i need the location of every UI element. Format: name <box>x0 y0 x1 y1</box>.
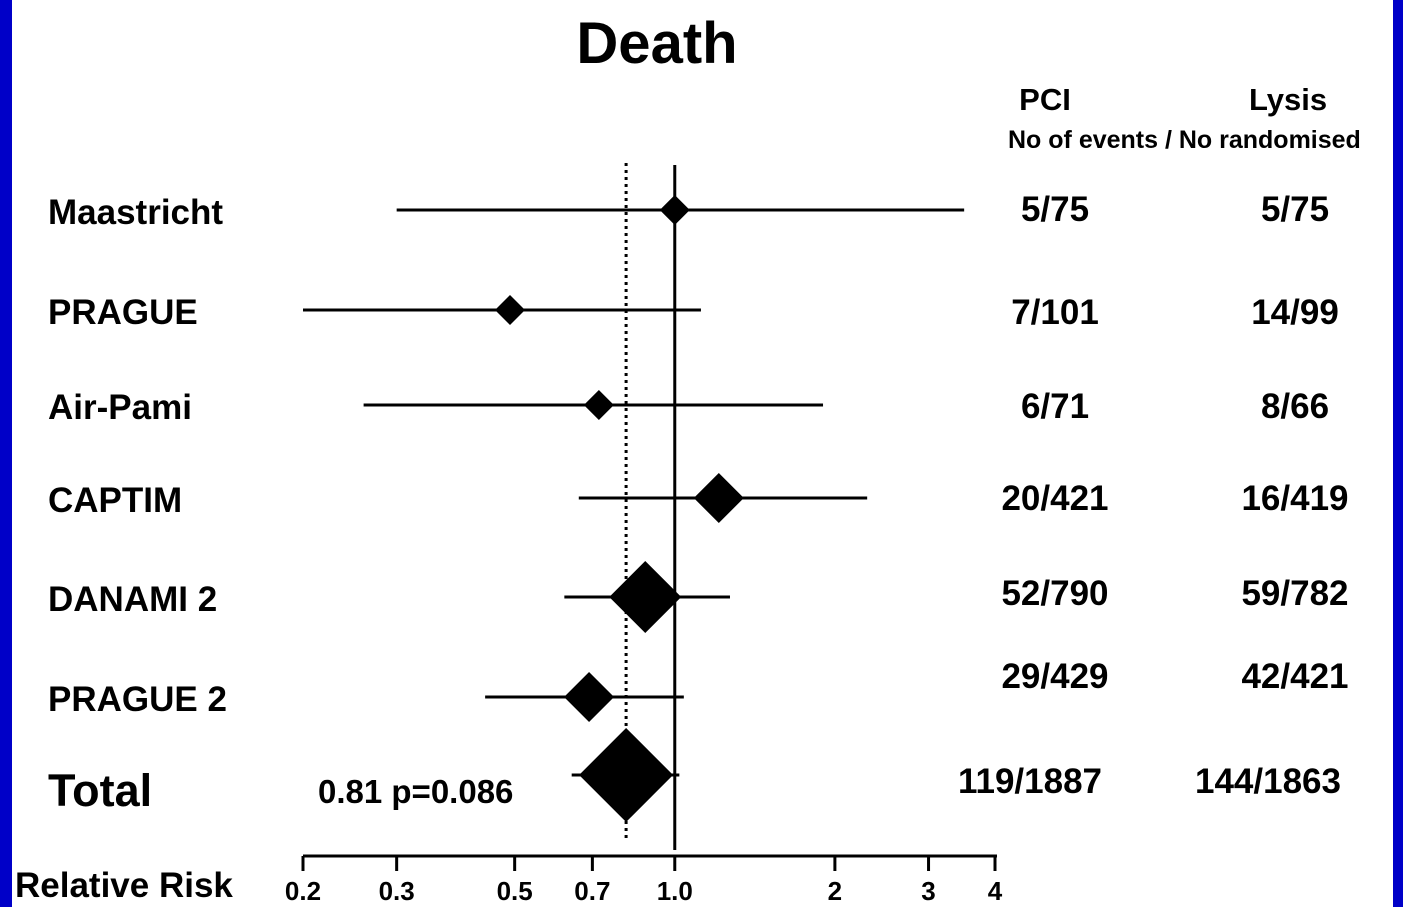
x-axis: 0.2 0.3 0.5 0.7 1.0 2 3 4 <box>285 854 1003 906</box>
x-axis-tick-label: 0.5 <box>497 876 533 906</box>
study-name-label: PRAGUE <box>48 293 198 332</box>
lysis-events-value: 5/75 <box>1261 190 1329 229</box>
x-axis-tick-label: 2 <box>828 876 842 906</box>
effect-estimate-diamond <box>659 195 690 225</box>
x-axis-tick-label: 0.7 <box>574 876 610 906</box>
pci-events-value: 5/75 <box>1021 190 1089 229</box>
effect-estimate-diamond <box>609 561 682 633</box>
total-row: Total 0.81 p=0.086 119/1887 144/1863 <box>48 728 1341 822</box>
study-name-label: PRAGUE 2 <box>48 680 227 719</box>
pci-events-value: 52/790 <box>1001 574 1108 613</box>
x-axis-label: Relative Risk <box>15 866 233 905</box>
total-estimate-annotation: 0.81 p=0.086 <box>318 773 513 810</box>
x-axis-tick-label: 1.0 <box>657 876 693 906</box>
lysis-events-value: 59/782 <box>1241 574 1348 613</box>
study-row: PRAGUE 2 29/429 42/421 <box>48 657 1349 722</box>
study-name-label: DANAMI 2 <box>48 580 217 619</box>
plot-area <box>624 163 677 850</box>
lysis-column-header: Lysis <box>1249 82 1327 117</box>
pci-column-header: PCI <box>1019 82 1071 117</box>
pci-events-value: 29/429 <box>1001 657 1108 696</box>
effect-estimate-diamond <box>494 295 525 325</box>
x-axis-tick-label: 4 <box>988 876 1003 906</box>
lysis-events-value: 42/421 <box>1241 657 1348 696</box>
total-pci-events-value: 119/1887 <box>958 762 1102 801</box>
study-row: Air-Pami 6/71 8/66 <box>48 387 1329 427</box>
pci-events-value: 20/421 <box>1001 479 1108 518</box>
lysis-events-value: 14/99 <box>1251 293 1339 332</box>
effect-estimate-diamond <box>693 473 744 523</box>
total-label: Total <box>48 765 152 816</box>
effect-estimate-diamond <box>564 672 615 722</box>
forest-plot: Death PCI Lysis No of events / No random… <box>15 11 1361 906</box>
x-axis-tick-label: 3 <box>921 876 935 906</box>
lysis-events-value: 8/66 <box>1261 387 1329 426</box>
pci-events-value: 7/101 <box>1011 293 1099 332</box>
total-effect-diamond <box>579 728 674 822</box>
lysis-events-value: 16/419 <box>1241 479 1348 518</box>
study-row: CAPTIM 20/421 16/419 <box>48 473 1349 523</box>
total-lysis-events-value: 144/1863 <box>1195 762 1341 801</box>
study-name-label: CAPTIM <box>48 481 182 520</box>
study-row: Maastricht 5/75 5/75 <box>48 190 1329 232</box>
study-rows: Maastricht 5/75 5/75 PRAGUE 7/101 14/99 Air-Pa… <box>48 190 1349 822</box>
study-name-label: Air-Pami <box>48 388 192 427</box>
study-name-label: Maastricht <box>48 193 223 232</box>
effect-estimate-diamond <box>583 390 614 420</box>
column-subheader: No of events / No randomised <box>1008 126 1361 154</box>
slide: Death PCI Lysis No of events / No random… <box>12 0 1393 907</box>
chart-title: Death <box>576 11 737 76</box>
study-row: DANAMI 2 52/790 59/782 <box>48 561 1349 633</box>
x-axis-tick-label: 0.3 <box>379 876 415 906</box>
study-row: PRAGUE 7/101 14/99 <box>48 293 1339 332</box>
x-axis-tick-label: 0.2 <box>285 876 321 906</box>
pci-events-value: 6/71 <box>1021 387 1089 426</box>
